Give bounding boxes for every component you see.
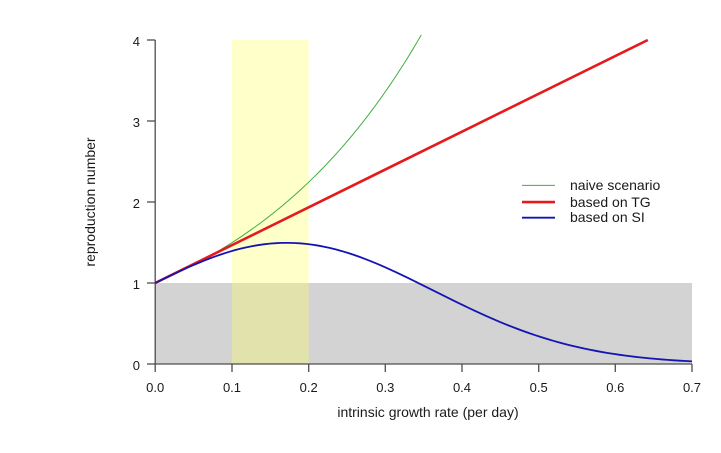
svg-text:0: 0: [133, 358, 140, 373]
svg-text:1: 1: [133, 277, 140, 292]
svg-text:intrinsic growth rate (per day: intrinsic growth rate (per day): [337, 404, 518, 420]
svg-text:0.5: 0.5: [530, 380, 548, 395]
svg-text:0.7: 0.7: [683, 380, 701, 395]
svg-text:3: 3: [133, 115, 140, 130]
svg-text:naive scenario: naive scenario: [570, 177, 660, 193]
svg-text:based on TG: based on TG: [570, 194, 651, 210]
svg-text:0.6: 0.6: [606, 380, 624, 395]
svg-text:2: 2: [133, 196, 140, 211]
svg-text:0.4: 0.4: [453, 380, 471, 395]
svg-text:0.2: 0.2: [300, 380, 318, 395]
svg-text:0.3: 0.3: [376, 380, 394, 395]
svg-text:0.1: 0.1: [223, 380, 241, 395]
svg-text:0.0: 0.0: [146, 380, 164, 395]
svg-text:reproduction number: reproduction number: [82, 137, 98, 267]
svg-text:4: 4: [133, 34, 140, 49]
svg-text:based on SI: based on SI: [570, 209, 645, 225]
